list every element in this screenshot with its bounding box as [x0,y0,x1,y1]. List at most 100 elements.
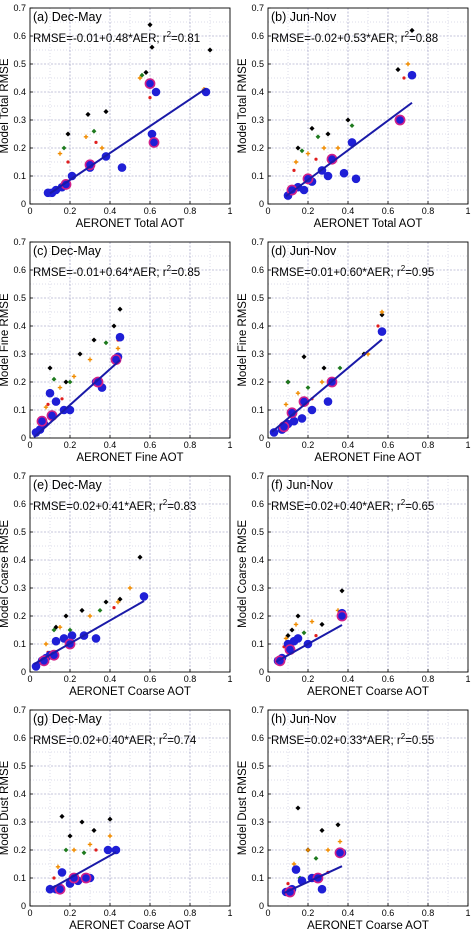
r-squared-value: =0.88 [409,33,438,45]
orange-cross-point [335,145,341,151]
orange-cross-point [99,145,105,151]
y-tick-label: 0 [259,901,264,911]
blue-point [377,327,387,336]
panel-label: (d) Jun-Nov [271,244,337,258]
y-tick-label: 0.3 [251,817,264,827]
blue-point [111,845,121,855]
panel-label: (a) Dec-May [33,10,103,24]
orange-cross-point [319,379,325,385]
plot-frame [267,241,469,439]
black-diamond-point [117,306,123,312]
orange-cross-point [325,847,331,853]
r-squared-exponent: 2 [405,30,410,39]
blue-point [67,631,77,640]
x-tick-label: 0.2 [64,440,77,450]
panel-label: (g) Dec-May [33,712,103,726]
chart-panel-1: 0 0.2 0.4 0.6 0.8 1 0 0.1 0.2 0.3 0.4 0.5 0.6 0.7 AERO… [0,3,233,230]
x-tick-label: 0.2 [302,440,315,450]
regression-line [285,101,413,198]
plot-frame [29,475,231,673]
black-diamond-point [59,813,65,819]
regression-equation: RMSE=0.02+0.40*AER; r2=0.74 [33,732,197,747]
ringed-point [92,376,104,388]
plot-frame [267,709,469,907]
regression-equation: RMSE=-0.01+0.64*AER; r2=0.85 [33,264,200,279]
y-tick-label: 0.6 [13,499,26,509]
black-diamond-point [65,131,71,137]
ringed-point [148,136,160,148]
orange-cross-point [283,636,289,641]
y-tick-label: 0 [259,667,264,677]
y-tick-label: 0.6 [251,31,264,41]
y-tick-label: 0.5 [13,527,26,537]
orange-cross-point [87,842,93,847]
y-tick-label: 0.2 [13,143,26,153]
green-diamond-point [67,379,73,385]
orange-cross-point [55,864,61,869]
black-diamond-point [319,621,325,627]
data-markers [281,805,347,898]
blue-point [269,428,279,437]
regression-line [275,624,343,663]
y-tick-label: 0 [21,199,26,209]
y-tick-label: 0.2 [251,143,264,153]
regression-equation: RMSE=0.02+0.33*AER; r2=0.55 [271,732,434,747]
orange-cross-point [83,134,89,139]
y-tick-label: 0.7 [251,3,264,13]
orange-cross-point [293,159,299,165]
grid [30,710,230,906]
red-dot-point [314,157,318,161]
x-tick-label: 0 [27,206,32,216]
x-axis-label: AERONET Coarse AOT [69,686,191,698]
green-diamond-point [91,128,97,134]
x-tick-label: 0.4 [104,674,117,684]
y-tick-label: 0.5 [251,527,264,537]
regression-line [283,865,343,894]
x-tick-label: 0.4 [342,206,355,216]
y-tick-label: 0.4 [251,789,264,799]
r-squared-exponent: 2 [401,264,406,273]
y-tick-label: 0.1 [251,171,264,181]
red-dot-point [94,848,98,852]
blue-point [31,662,41,671]
equation-text: RMSE=-0.01+0.48*AER; r [33,33,167,45]
x-tick-label: 0.2 [64,206,77,216]
data-markers [45,813,121,895]
regression-line [49,851,117,891]
blue-point [117,163,127,172]
y-tick-label: 0 [21,667,26,677]
green-diamond-point [349,123,355,129]
black-diamond-point [147,22,153,28]
blue-point [45,388,55,398]
x-tick-label: 0.2 [64,908,77,918]
y-tick-label: 0.1 [251,639,264,649]
r-squared-exponent: 2 [163,498,168,507]
equation-text: RMSE=-0.02+0.53*AER; r [271,33,405,45]
y-tick-label: 0.7 [251,705,264,715]
red-dot-point [112,606,116,610]
green-diamond-point [299,148,305,154]
black-diamond-point [289,627,295,633]
data-markers [31,306,125,437]
x-tick-label: 0.4 [342,908,355,918]
y-axis-label: Model Coarse RMSE [237,520,249,628]
x-tick-label: 0.6 [382,674,395,684]
y-tick-label: 0.5 [251,293,264,303]
x-tick-label: 1 [227,206,232,216]
black-diamond-point [63,613,69,619]
chart-panel-3: 0 0.2 0.4 0.6 0.8 1 0 0.1 0.2 0.3 0.4 0.5 0.6 0.7 AERO… [0,237,233,464]
x-tick-label: 0.6 [144,440,157,450]
orange-cross-point [365,351,371,357]
red-dot-point [314,634,318,638]
black-diamond-point [321,365,327,371]
green-diamond-point [301,630,307,636]
ringed-point [336,610,348,622]
black-diamond-point [103,599,109,605]
black-diamond-point [295,145,301,151]
blue-point [147,129,157,139]
blue-point [151,87,161,97]
regression-equation: RMSE=-0.02+0.53*AER; r2=0.88 [271,30,438,45]
orange-cross-point [295,391,301,396]
x-tick-label: 0 [265,440,270,450]
black-diamond-point [85,111,91,117]
